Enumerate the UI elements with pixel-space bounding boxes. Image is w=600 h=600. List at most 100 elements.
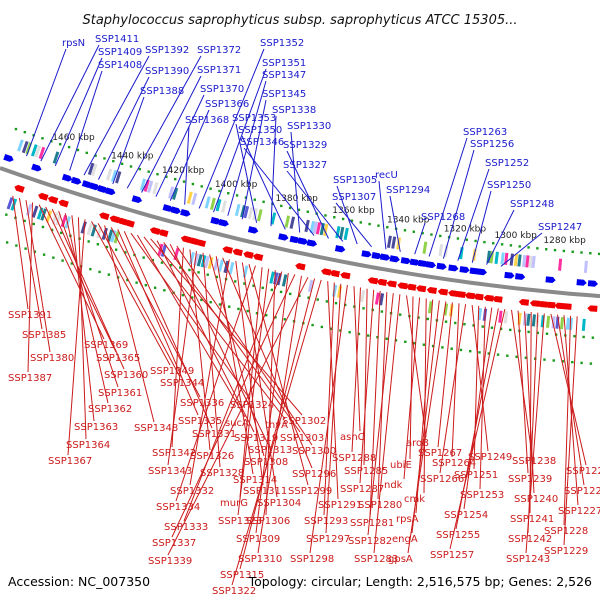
bottom-leader-line (67, 219, 86, 456)
reverse-gene-arrow (406, 283, 417, 291)
middle-track-dot (509, 328, 512, 332)
bottom-gene-label: thyA (265, 420, 288, 431)
forward-gene-arrow (162, 204, 173, 212)
gc-stripe (106, 168, 113, 181)
bottom-leader-line (451, 303, 460, 458)
forward-gene-arrow (587, 280, 598, 287)
outer-track-dot (341, 217, 345, 221)
bottom-gene-label: SSP1255 (436, 530, 480, 541)
outer-track-dot (474, 239, 477, 243)
forward-gene-arrow (389, 255, 400, 263)
middle-track-dot (252, 284, 255, 287)
feature-stripe (51, 212, 59, 225)
bottom-gene-label: SSP1281 (350, 518, 394, 529)
reverse-gene-arrow (47, 196, 59, 204)
top-gene-label: SSP1351 (262, 58, 306, 69)
middle-track-dot (545, 332, 549, 335)
top-leader-line (486, 209, 515, 265)
reverse-gene-arrow (124, 219, 135, 228)
bottom-gene-label: SSP1302 (282, 416, 326, 427)
feature-stripe (565, 317, 570, 330)
outer-track-dot (483, 240, 486, 244)
forward-gene-arrow (409, 258, 421, 266)
gc-stripe (319, 222, 325, 236)
top-gene-label: SSP1346 (240, 137, 284, 148)
gc-stripe (315, 222, 322, 235)
gc-stripe (504, 252, 509, 266)
feature-stripe (228, 262, 235, 275)
forward-gene-arrow (97, 185, 108, 193)
bottom-gene-label: SSP1319 (234, 433, 278, 444)
bottom-leader-line (407, 301, 447, 554)
bottom-leader-line (517, 310, 529, 474)
bottom-gene-label: SSP1348 (134, 423, 178, 434)
outer-track-dot (412, 230, 415, 233)
outer-track-dot (359, 221, 362, 224)
top-leader-line (83, 55, 150, 176)
reverse-gene-arrow (437, 288, 449, 296)
top-leader-line (286, 170, 344, 242)
inner-track-dot (89, 267, 92, 271)
bottom-gene-label: SSP1303 (280, 433, 324, 444)
outer-track-dot (129, 165, 133, 168)
gc-stripe (186, 191, 193, 204)
top-gene-label: SSP1305 (333, 175, 377, 186)
bottom-leader-line (183, 271, 283, 522)
gc-stripe (87, 162, 95, 176)
middle-track-dot (50, 228, 54, 232)
feature-stripe (281, 274, 288, 287)
bottom-gene-label: rpsA (396, 514, 419, 525)
middle-track-dot (261, 286, 264, 290)
bottom-gene-label: SSP1228 (544, 526, 588, 537)
inner-track-dot (209, 301, 212, 304)
feature-stripe (581, 318, 586, 332)
reverse-gene-arrow (321, 268, 332, 276)
forward-gene-arrow (400, 257, 412, 265)
bottom-gene-label: SSP1251 (454, 470, 498, 481)
map-title: Staphylococcus saprophyticus subsp. sapr… (82, 13, 517, 28)
top-gene-label: SSP1248 (510, 199, 554, 210)
middle-track-dot (527, 330, 530, 334)
feature-stripe (45, 210, 53, 223)
bottom-leader-line (471, 305, 489, 452)
outer-track-dot (597, 252, 600, 256)
bottom-gene-label: SSP1333 (164, 522, 208, 533)
middle-track-dot (380, 310, 384, 313)
inner-track-dot (107, 273, 111, 276)
reverse-gene-arrow (180, 235, 192, 244)
bottom-leader-line (265, 270, 276, 516)
forward-gene-arrow (247, 226, 259, 234)
bottom-leader-line (51, 208, 125, 370)
forward-gene-arrow (380, 253, 391, 261)
forward-gene-arrow (459, 266, 470, 273)
outer-track-dot (218, 189, 221, 193)
bottom-leader-line (463, 307, 493, 510)
top-gene-label: SSP1250 (487, 180, 531, 191)
bottom-gene-label: SSP1322 (212, 586, 256, 597)
gc-stripe (221, 200, 227, 213)
reverse-gene-arrow (529, 300, 541, 307)
reverse-gene-arrow (38, 192, 49, 201)
feature-stripe (526, 313, 531, 326)
bottom-gene-label: asnC (340, 432, 365, 443)
forward-gene-arrow (417, 259, 429, 267)
bottom-leader-line (25, 200, 51, 353)
middle-track-dot (160, 261, 164, 264)
outer-track-dot (244, 196, 248, 199)
bottom-gene-label: SSP1313 (248, 445, 292, 456)
forward-gene-arrow (576, 279, 587, 286)
gc-stripe (143, 179, 150, 192)
top-gene-label: SSP1327 (283, 160, 327, 171)
bottom-leader-line (557, 314, 585, 486)
middle-track-dot (270, 288, 274, 292)
bottom-leader-line (239, 267, 263, 498)
bottom-leader-line (136, 234, 246, 418)
outer-track-dot (536, 247, 539, 250)
inner-track-dot (543, 358, 546, 361)
reverse-gene-arrow (222, 246, 233, 254)
gc-stripe (386, 235, 392, 248)
feature-stripe (374, 292, 380, 305)
reverse-gene-arrow (149, 227, 161, 235)
gc-stripe (289, 216, 296, 229)
gc-stripe (438, 243, 444, 257)
